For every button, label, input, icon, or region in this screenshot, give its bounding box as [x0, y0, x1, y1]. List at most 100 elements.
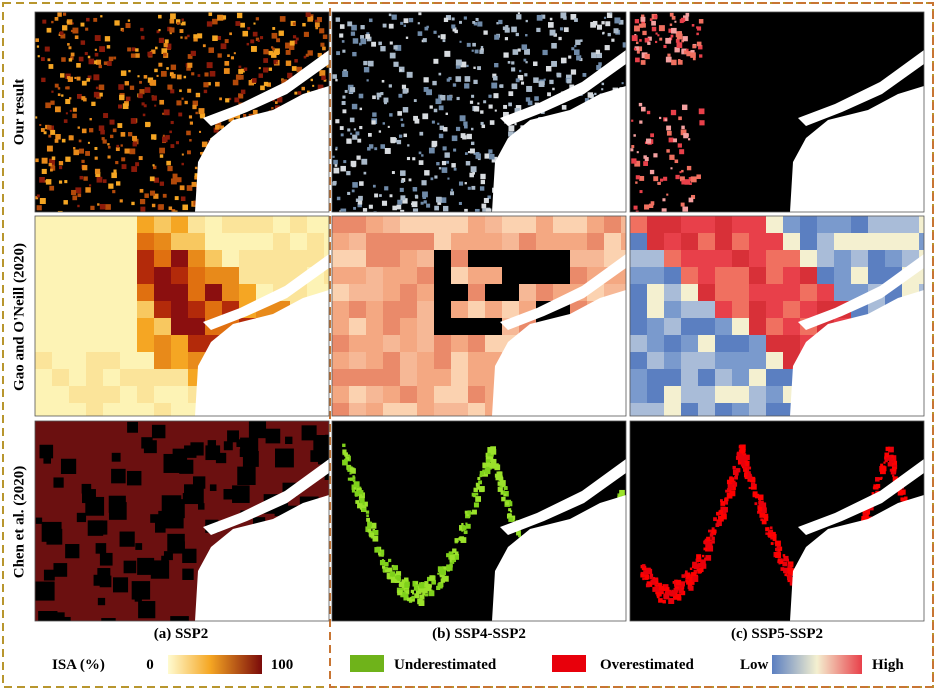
- map-pixel: [93, 91, 100, 98]
- map-pixel: [35, 116, 38, 119]
- map-pixel: [520, 81, 525, 85]
- map-pixel: [423, 583, 428, 588]
- map-pixel: [547, 92, 551, 97]
- map-pixel: [170, 144, 175, 148]
- map-pixel: [46, 145, 53, 152]
- map-pixel: [209, 484, 217, 491]
- map-pixel: [686, 581, 690, 585]
- map-pixel: [475, 17, 479, 21]
- map-pixel: [39, 444, 54, 459]
- map-pixel: [643, 161, 648, 166]
- map-pixel: [400, 21, 404, 25]
- map-pixel: [417, 598, 423, 605]
- map-cell: [783, 267, 800, 284]
- map-cell: [630, 369, 647, 386]
- map-pixel: [80, 40, 86, 45]
- map-cell: [307, 216, 324, 233]
- map-pixel: [772, 537, 777, 542]
- map-pixel: [642, 577, 645, 581]
- map-pixel: [161, 48, 168, 54]
- map-pixel: [107, 145, 111, 149]
- map-pixel: [352, 51, 357, 57]
- map-pixel: [637, 46, 643, 52]
- map-pixel: [443, 205, 449, 212]
- map-pixel: [454, 551, 459, 556]
- map-pixel: [442, 39, 446, 43]
- map-pixel: [94, 48, 97, 51]
- map-pixel: [287, 72, 293, 79]
- map-pixel: [598, 62, 602, 66]
- map-cell: [35, 233, 52, 250]
- map-pixel: [880, 463, 884, 467]
- map-pixel: [198, 503, 205, 510]
- map-cell: [817, 267, 834, 284]
- map-pixel: [72, 195, 78, 201]
- map-pixel: [595, 49, 601, 54]
- map-pixel: [372, 95, 376, 100]
- map-cell: [715, 318, 732, 335]
- map-pixel: [559, 27, 564, 31]
- map-pixel: [109, 508, 116, 516]
- map-pixel: [353, 128, 357, 131]
- map-cell: [553, 233, 570, 250]
- map-cell: [749, 250, 766, 267]
- map-pixel: [735, 456, 740, 460]
- map-pixel: [465, 161, 471, 166]
- map-cell: [553, 216, 570, 233]
- map-pixel: [45, 179, 52, 185]
- map-pixel: [135, 48, 139, 52]
- map-cell: [188, 318, 205, 335]
- right-border: [329, 2, 934, 688]
- map-pixel: [345, 452, 348, 455]
- map-pixel: [294, 91, 298, 95]
- map-pixel: [63, 12, 67, 16]
- map-pixel: [359, 494, 363, 498]
- map-cell: [273, 267, 290, 284]
- map-cell: [519, 216, 536, 233]
- panel-frame: [629, 420, 925, 622]
- map-pixel: [514, 123, 517, 126]
- map-pixel: [679, 171, 682, 174]
- map-pixel: [638, 23, 644, 28]
- map-pixel: [884, 459, 888, 463]
- map-cell: [834, 284, 851, 301]
- map-pixel: [596, 52, 603, 59]
- map-cell: [273, 216, 290, 233]
- map-pixel: [46, 528, 63, 545]
- map-pixel: [386, 573, 393, 579]
- map-pixel: [112, 128, 117, 133]
- map-pixel: [401, 123, 405, 127]
- map-cell: [502, 267, 519, 284]
- map-pixel: [147, 122, 151, 126]
- map-pixel: [651, 579, 658, 585]
- map-pixel: [71, 189, 77, 196]
- map-cell: [434, 216, 451, 233]
- map-pixel: [477, 102, 480, 105]
- map-pixel: [102, 139, 107, 144]
- map-pixel: [127, 47, 132, 52]
- map-pixel: [606, 12, 613, 18]
- map-pixel: [332, 74, 337, 79]
- map-cell: [171, 216, 188, 233]
- ocean: [492, 495, 626, 621]
- map-pixel: [439, 125, 445, 131]
- map-pixel: [452, 83, 457, 87]
- map-cell: [698, 301, 715, 318]
- map-cell: [698, 233, 715, 250]
- map-pixel: [904, 496, 908, 500]
- map-cell: [485, 318, 502, 335]
- map-pixel: [350, 31, 356, 36]
- map-cell: [485, 335, 502, 352]
- map-pixel: [342, 443, 346, 448]
- map-pixel: [662, 600, 666, 604]
- map-pixel: [155, 46, 158, 50]
- map-pixel: [422, 592, 426, 596]
- map-pixel: [67, 76, 74, 82]
- sound: [500, 254, 626, 330]
- map-pixel: [144, 193, 149, 198]
- map-cell: [766, 216, 783, 233]
- map-cell: [630, 301, 647, 318]
- map-pixel: [644, 37, 650, 43]
- map-cell: [630, 267, 647, 284]
- map-pixel: [787, 575, 793, 581]
